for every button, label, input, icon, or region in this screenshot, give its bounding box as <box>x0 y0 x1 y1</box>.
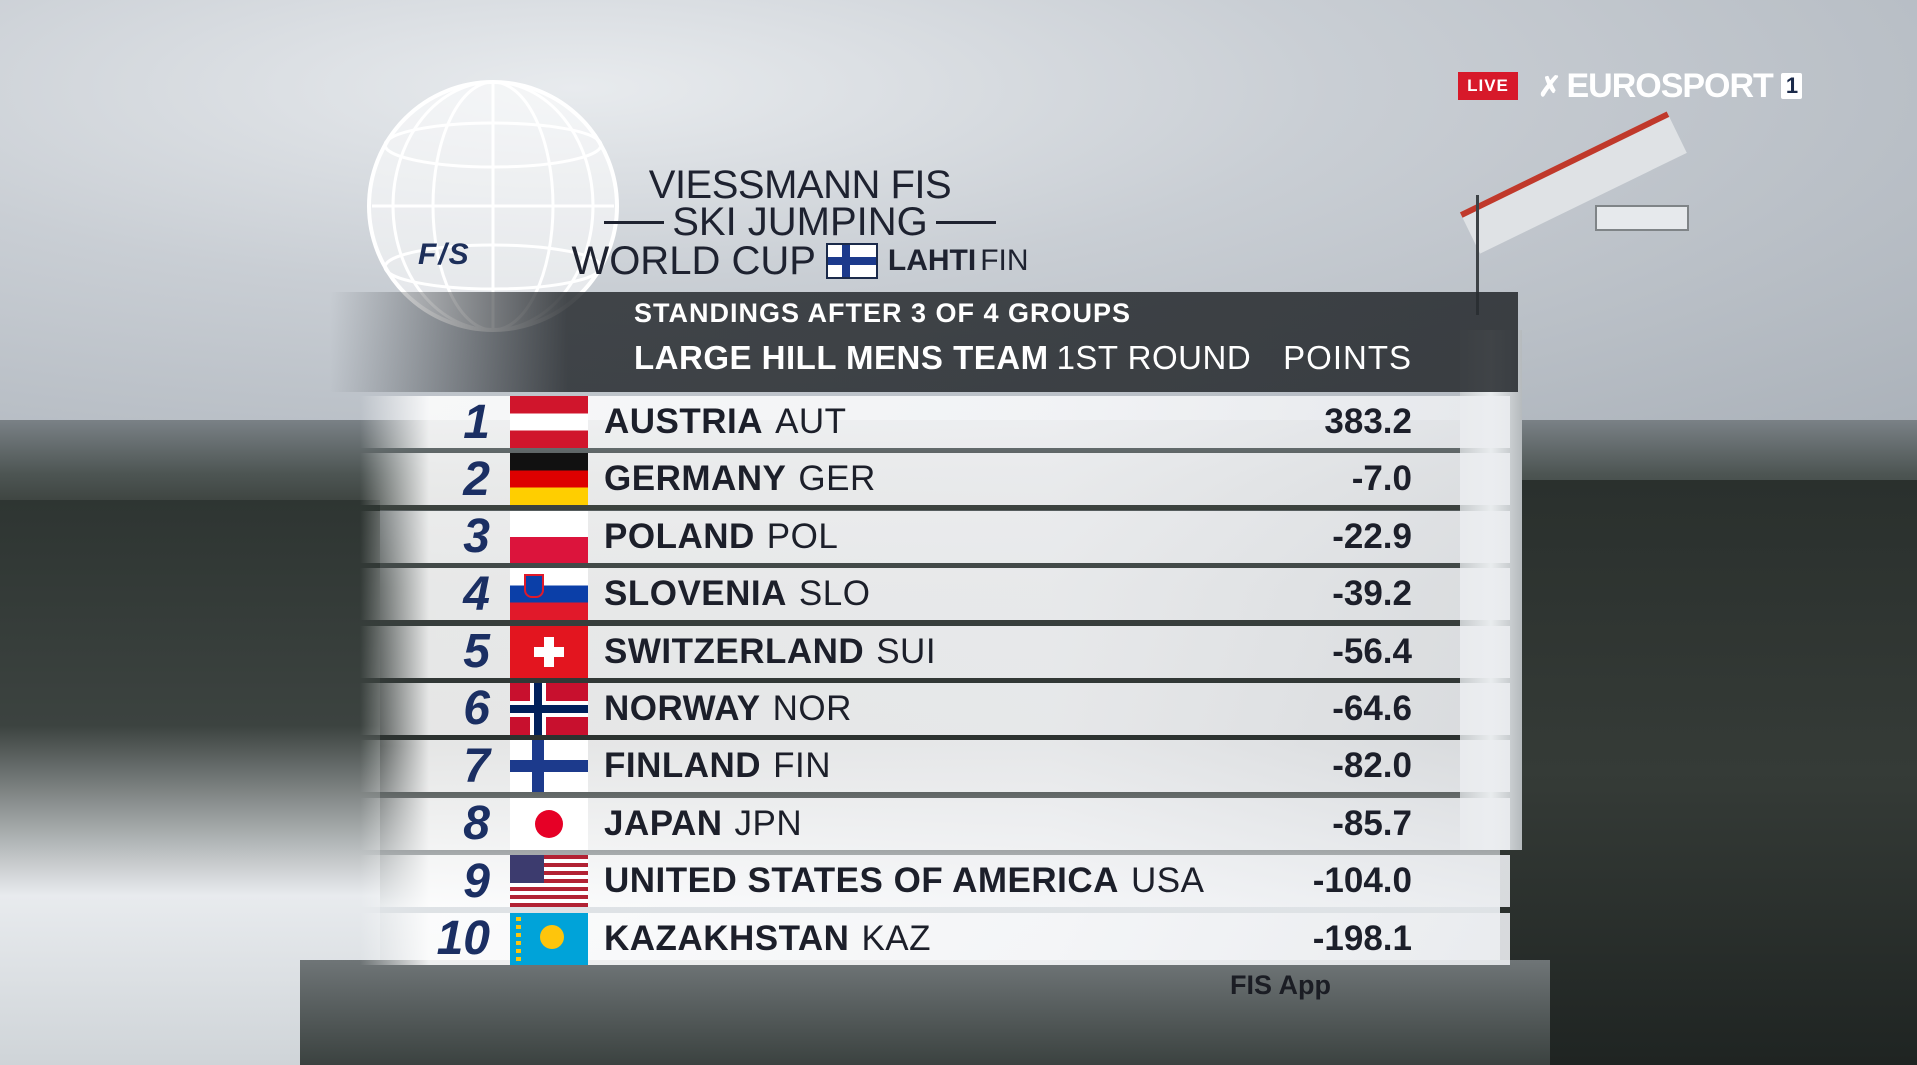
aut-flag-icon <box>510 396 588 448</box>
country-name: GERMANY GER <box>604 459 876 499</box>
standings-row: 6 NORWAY NOR -64.6 <box>360 682 1510 736</box>
country-code: FIN <box>773 746 831 786</box>
points-value: -39.2 <box>1332 574 1412 614</box>
country-code: AUT <box>775 402 847 441</box>
country-name: JAPAN JPN <box>604 803 803 843</box>
eurosport-arrow-icon: ✗ <box>1538 70 1561 102</box>
pol-flag-icon <box>510 510 588 563</box>
country-name: SLOVENIA SLO <box>604 574 871 614</box>
points-value: -82.0 <box>1332 746 1412 786</box>
standings-row: 1 AUSTRIA AUT 383.2 <box>360 395 1510 449</box>
usa-flag-icon <box>510 855 588 908</box>
country-name: KAZAKHSTAN KAZ <box>604 918 932 958</box>
rank: 3 <box>463 510 490 564</box>
title-line-3-row: WORLD CUP LAHTI FIN <box>540 241 1060 281</box>
points-header: POINTS <box>1283 339 1412 376</box>
country-name: AUSTRIA AUT <box>604 402 847 441</box>
channel-logo: ✗ EUROSPORT 1 <box>1538 66 1803 106</box>
ground-area <box>300 960 1550 1065</box>
standings-row: 10 KAZAKHSTAN KAZ -198.1 <box>360 912 1510 966</box>
jpn-flag-icon <box>510 797 588 850</box>
standings-row: 5 SWITZERLAND SUI -56.4 <box>360 625 1510 679</box>
rank: 9 <box>463 854 490 908</box>
country-name: UNITED STATES OF AMERICA USA <box>604 861 1205 901</box>
event-name: LARGE HILL MENS TEAM 1ST ROUND <box>634 339 1252 376</box>
points-value: -104.0 <box>1312 861 1412 901</box>
channel-name: EUROSPORT <box>1566 66 1773 105</box>
country-name: SWITZERLAND SUI <box>604 631 937 671</box>
standings-table: 1 AUSTRIA AUT 383.2 2 GERMANY GER -7.0 3 POLAND PO… <box>360 396 1510 970</box>
standings-row: 2 GERMANY GER -7.0 <box>360 452 1510 506</box>
points-value: -56.4 <box>1332 631 1412 671</box>
channel-number: 1 <box>1780 73 1803 99</box>
rank: 4 <box>463 567 490 621</box>
round-label: 1ST ROUND <box>1056 339 1252 376</box>
fin-flag-icon <box>510 740 588 793</box>
country-name: POLAND POL <box>604 516 839 556</box>
country-code: GER <box>798 459 876 499</box>
title-line-2-row: SKI JUMPING <box>540 200 1060 244</box>
fis-globe-icon <box>367 80 619 332</box>
standings-header: STANDINGS AFTER 3 OF 4 GROUPS LARGE HILL… <box>330 292 1518 392</box>
title-line-2: SKI JUMPING <box>672 200 928 244</box>
rank: 6 <box>463 682 490 736</box>
title-line-1: VIESSMANN FIS <box>648 163 952 207</box>
points-value: 383.2 <box>1324 402 1412 441</box>
kaz-flag-icon <box>510 912 588 965</box>
event-title: VIESSMANN FIS SKI JUMPING WORLD CUP LAHT… <box>540 165 1060 281</box>
standings-subtitle: STANDINGS AFTER 3 OF 4 GROUPS <box>634 298 1132 328</box>
standings-row: 4 SLOVENIA SLO -39.2 <box>360 567 1510 621</box>
venue: LAHTI FIN <box>887 244 1029 277</box>
live-label: LIVE <box>1467 76 1509 95</box>
points-value: -22.9 <box>1332 516 1412 556</box>
country-code: SLO <box>798 574 871 614</box>
slo-flag-icon <box>510 568 588 621</box>
country-code: USA <box>1130 861 1205 901</box>
nor-flag-icon <box>510 682 588 735</box>
country-code: SUI <box>876 631 937 671</box>
country-code: POL <box>766 516 839 556</box>
standings-row: 3 POLAND POL -22.9 <box>360 510 1510 564</box>
rank: 1 <box>463 395 490 449</box>
country-name: FINLAND FIN <box>604 746 831 786</box>
points-value: -64.6 <box>1332 688 1412 728</box>
fis-app-label: FIS App <box>1230 970 1331 1000</box>
points-value: -7.0 <box>1351 459 1412 499</box>
country-code: JPN <box>734 803 803 843</box>
standings-row: 8 JAPAN JPN -85.7 <box>360 797 1510 851</box>
rank: 7 <box>463 739 490 793</box>
country-name: NORWAY NOR <box>604 688 852 728</box>
title-line-3: WORLD CUP <box>571 239 816 283</box>
live-badge: LIVE <box>1458 72 1518 100</box>
rank: 10 <box>436 912 490 966</box>
country-code: KAZ <box>861 918 932 958</box>
right-forest <box>1500 480 1917 1065</box>
points-value: -85.7 <box>1332 803 1412 843</box>
country-code: NOR <box>772 688 852 728</box>
standings-row: 7 FINLAND FIN -82.0 <box>360 739 1510 793</box>
finland-flag-icon <box>825 243 878 279</box>
standings-row: 9 UNITED STATES OF AMERICA USA -104.0 <box>360 854 1510 908</box>
fis-logo: F/S <box>418 238 471 271</box>
sui-flag-icon <box>510 625 588 678</box>
ger-flag-icon <box>510 453 588 506</box>
title-dash-left <box>604 220 665 224</box>
title-dash-right <box>935 220 996 224</box>
rank: 2 <box>463 452 490 506</box>
rank: 8 <box>463 797 490 851</box>
flag-pole <box>1476 195 1479 315</box>
rank: 5 <box>463 625 490 679</box>
points-value: -198.1 <box>1312 918 1412 958</box>
ski-jump-tower-top <box>1595 205 1689 231</box>
